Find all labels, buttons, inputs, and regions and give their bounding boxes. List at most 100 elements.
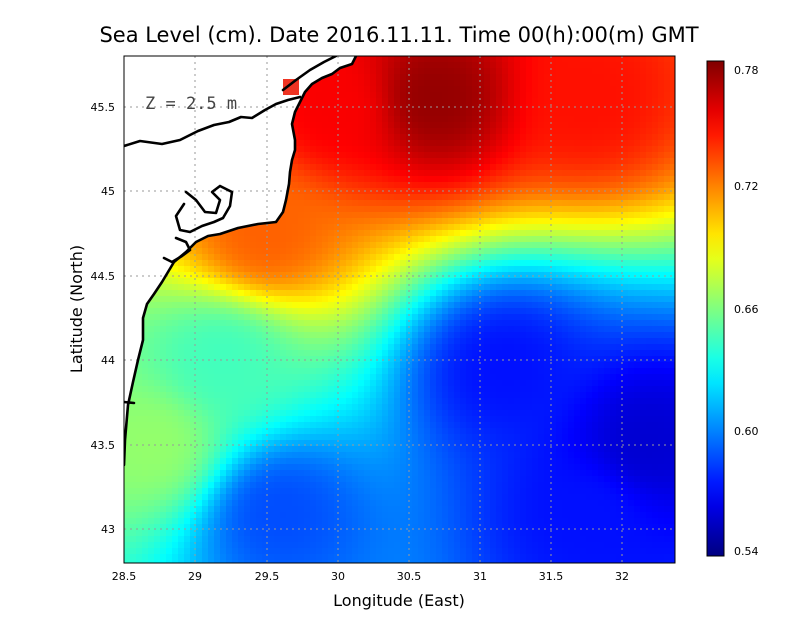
field-cell [412,164,419,171]
field-cell [220,284,227,291]
field-cell [418,230,425,237]
field-cell [496,350,503,357]
field-cell [634,62,641,69]
field-cell [490,62,497,69]
field-cell [454,164,461,171]
field-cell [310,176,317,183]
field-cell [520,248,527,255]
field-cell [298,266,305,273]
field-cell [598,374,605,381]
field-cell [514,296,521,303]
field-cell [646,200,653,207]
field-cell [388,272,395,279]
field-cell [454,146,461,153]
field-cell [274,320,281,327]
field-cell [412,278,419,285]
field-cell [352,248,359,255]
field-cell [460,248,467,255]
field-cell [496,224,503,231]
field-cell [568,374,575,381]
field-cell [610,86,617,93]
field-cell [454,236,461,243]
field-cell [334,242,341,249]
field-cell [604,230,611,237]
field-cell [178,374,185,381]
field-cell [220,266,227,273]
field-cell [376,146,383,153]
field-cell [346,110,353,117]
field-cell [574,230,581,237]
field-cell [490,350,497,357]
field-cell [538,320,545,327]
field-cell [358,326,365,333]
field-cell [400,194,407,201]
field-cell [232,290,239,297]
field-cell [280,374,287,381]
field-cell [436,116,443,123]
field-cell [478,104,485,111]
field-cell [424,284,431,291]
field-cell [226,266,233,273]
field-cell [580,218,587,225]
field-cell [394,104,401,111]
field-cell [376,260,383,267]
field-cell [646,182,653,189]
field-cell [430,332,437,339]
field-cell [634,134,641,141]
field-cell [400,122,407,129]
field-cell [148,308,155,315]
field-cell [286,212,293,219]
field-cell [526,146,533,153]
field-cell [634,98,641,105]
field-cell [400,236,407,243]
field-cell [628,350,635,357]
field-cell [334,278,341,285]
field-cell [364,194,371,201]
field-cell [550,302,557,309]
field-cell [394,92,401,99]
field-cell [460,92,467,99]
field-cell [472,116,479,123]
field-cell [550,104,557,111]
field-cell [190,296,197,303]
field-cell [658,170,665,177]
field-cell [340,284,347,291]
field-cell [646,152,653,159]
field-cell [298,152,305,159]
field-cell [310,182,317,189]
field-cell [574,254,581,261]
field-cell [484,296,491,303]
field-cell [328,296,335,303]
field-cell [268,374,275,381]
field-cell [538,86,545,93]
field-cell [232,320,239,327]
field-cell [616,116,623,123]
field-cell [478,302,485,309]
field-cell [388,368,395,375]
field-cell [640,326,647,333]
field-cell [370,140,377,147]
field-cell [142,368,149,375]
field-cell [412,182,419,189]
field-cell [532,266,539,273]
field-cell [298,206,305,213]
field-cell [658,308,665,315]
field-cell [592,272,599,279]
field-cell [370,92,377,99]
field-cell [472,338,479,345]
field-cell [562,350,569,357]
field-cell [604,170,611,177]
field-cell [586,230,593,237]
field-cell [322,314,329,321]
field-cell [256,254,263,261]
field-cell [328,332,335,339]
field-cell [628,362,635,369]
field-cell [436,356,443,363]
field-cell [496,86,503,93]
field-cell [634,152,641,159]
field-cell [586,314,593,321]
field-cell [592,344,599,351]
field-cell [328,98,335,105]
field-cell [400,362,407,369]
field-cell [466,272,473,279]
